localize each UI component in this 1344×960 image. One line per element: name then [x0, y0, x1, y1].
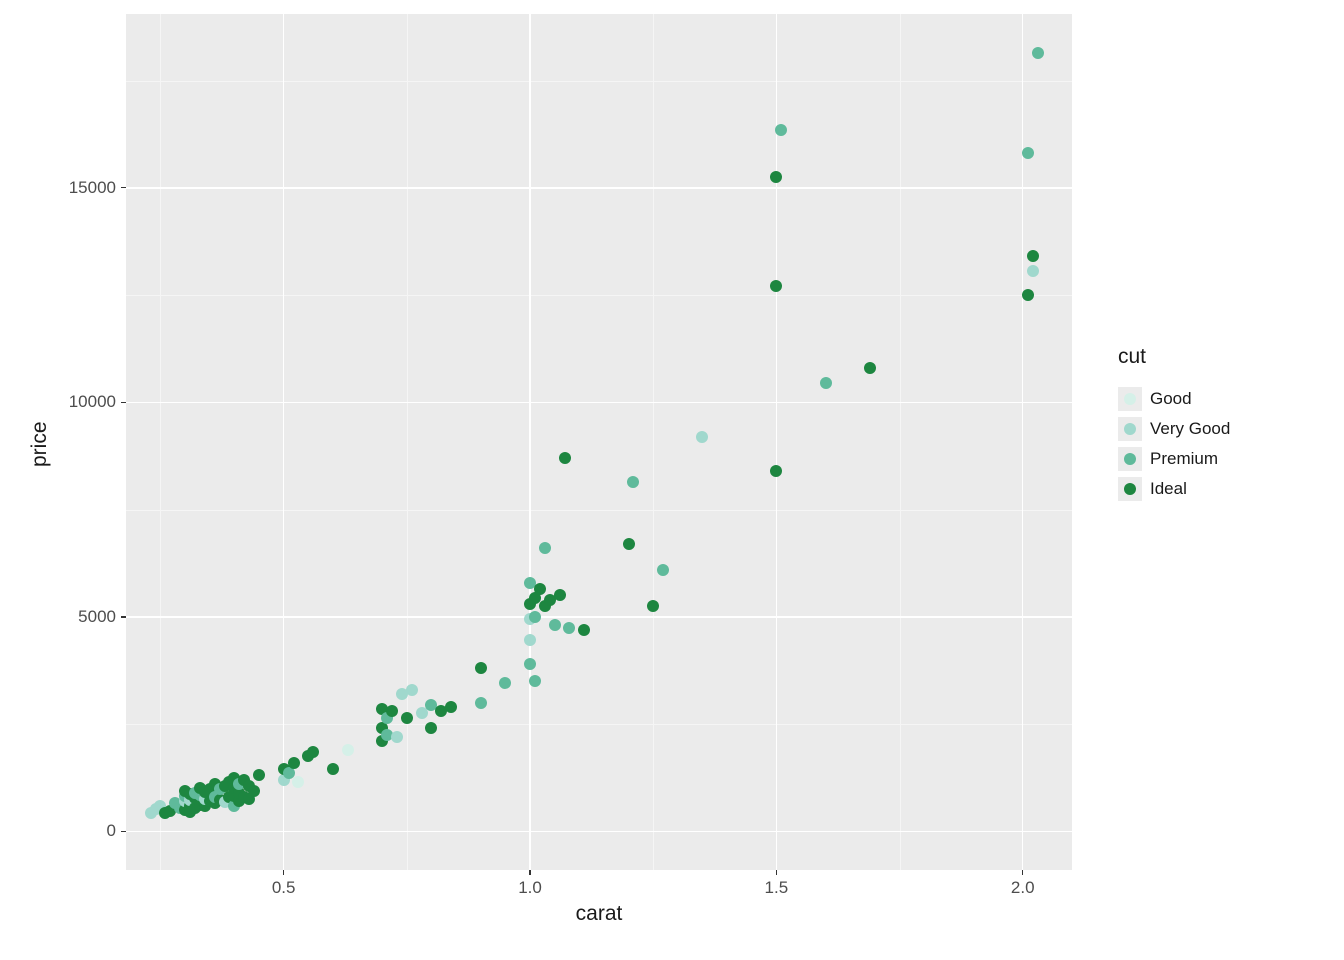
data-point	[578, 624, 590, 636]
data-point	[529, 611, 541, 623]
legend-label: Very Good	[1150, 419, 1230, 439]
y-tick-label: 15000	[46, 178, 116, 198]
data-point	[475, 662, 487, 674]
legend-key	[1118, 477, 1142, 501]
data-point	[549, 619, 561, 631]
y-tick-label: 10000	[46, 392, 116, 412]
legend-label: Good	[1150, 389, 1192, 409]
data-point	[563, 622, 575, 634]
data-point	[499, 677, 511, 689]
legend-label: Premium	[1150, 449, 1218, 469]
data-point	[253, 769, 265, 781]
data-point	[406, 684, 418, 696]
data-point	[770, 171, 782, 183]
legend-items: Good Very Good Premium Ideal	[1118, 387, 1230, 501]
x-tick-label: 0.5	[254, 878, 314, 898]
data-point	[327, 763, 339, 775]
data-point	[475, 697, 487, 709]
data-point	[770, 465, 782, 477]
data-point	[416, 707, 428, 719]
legend-item: Very Good	[1118, 417, 1230, 441]
data-point	[524, 658, 536, 670]
data-point	[864, 362, 876, 374]
data-point	[657, 564, 669, 576]
data-point	[248, 785, 260, 797]
data-point	[1027, 265, 1039, 277]
y-tick-label: 5000	[46, 607, 116, 627]
x-tick-label: 1.0	[500, 878, 560, 898]
y-axis-title: price	[28, 421, 52, 467]
y-tick-label: 0	[46, 821, 116, 841]
data-point	[1032, 47, 1044, 59]
data-point	[445, 701, 457, 713]
scatter-chart: 0500010000150000.51.01.52.0 price carat …	[0, 0, 1344, 960]
data-point	[623, 538, 635, 550]
data-point	[391, 731, 403, 743]
data-point	[534, 583, 546, 595]
legend-dot-icon	[1124, 453, 1136, 465]
legend-title: cut	[1118, 345, 1230, 369]
data-point	[820, 377, 832, 389]
legend-dot-icon	[1124, 483, 1136, 495]
legend-label: Ideal	[1150, 479, 1187, 499]
legend-item: Good	[1118, 387, 1230, 411]
legend-dot-icon	[1124, 393, 1136, 405]
data-point	[342, 744, 354, 756]
data-point	[775, 124, 787, 136]
data-point	[1022, 289, 1034, 301]
data-point	[288, 757, 300, 769]
data-point	[524, 634, 536, 646]
data-point	[307, 746, 319, 758]
data-point	[559, 452, 571, 464]
data-point	[1022, 147, 1034, 159]
legend-item: Ideal	[1118, 477, 1230, 501]
x-tick-label: 2.0	[993, 878, 1053, 898]
legend-dot-icon	[1124, 423, 1136, 435]
data-point	[770, 280, 782, 292]
data-point	[627, 476, 639, 488]
x-tick-label: 1.5	[746, 878, 806, 898]
data-point	[696, 431, 708, 443]
data-point	[386, 705, 398, 717]
data-point	[647, 600, 659, 612]
data-point	[1027, 250, 1039, 262]
plot-panel	[126, 14, 1072, 870]
data-point	[539, 542, 551, 554]
legend-key	[1118, 447, 1142, 471]
data-point	[292, 776, 304, 788]
legend: cut Good Very Good Premium Ideal	[1118, 345, 1230, 501]
legend-key	[1118, 417, 1142, 441]
data-point	[554, 589, 566, 601]
data-point	[401, 712, 413, 724]
data-point	[425, 722, 437, 734]
legend-item: Premium	[1118, 447, 1230, 471]
legend-key	[1118, 387, 1142, 411]
data-point	[529, 675, 541, 687]
x-axis-title: carat	[549, 902, 649, 926]
